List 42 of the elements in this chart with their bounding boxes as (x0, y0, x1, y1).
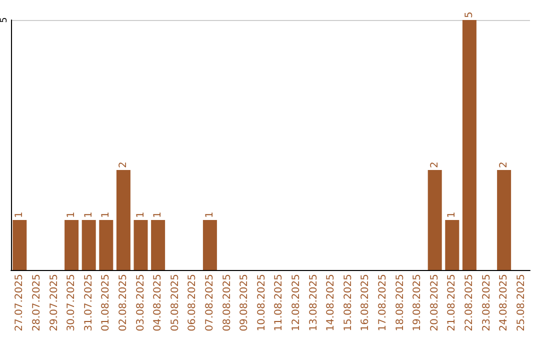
data-label: 2 (498, 162, 510, 168)
x-tick-label: 17.08.2025 (377, 274, 388, 332)
x-tick-label: 28.07.2025 (31, 274, 42, 332)
data-label: 1 (66, 212, 78, 218)
data-label: 1 (14, 212, 26, 218)
x-tick-label: 16.08.2025 (360, 274, 372, 332)
x-tick-label: 20.08.2025 (429, 274, 440, 332)
x-tick-label: 07.08.2025 (204, 274, 216, 332)
x-tick-label: 30.07.2025 (66, 274, 78, 332)
x-tick-label: 03.08.2025 (135, 274, 146, 332)
data-label: 1 (446, 212, 458, 218)
x-tick-label: 19.08.2025 (412, 274, 424, 332)
x-tick-label: 04.08.2025 (152, 274, 164, 332)
x-tick-label: 02.08.2025 (118, 274, 129, 332)
x-tick-label: 21.08.2025 (446, 274, 458, 332)
x-tick-label: 27.07.2025 (14, 274, 26, 332)
x-tick-label: 29.07.2025 (48, 274, 60, 332)
x-tick-label: 11.08.2025 (274, 274, 285, 332)
x-tick-label: 05.08.2025 (170, 274, 181, 332)
x-tick-label: 12.08.2025 (290, 274, 302, 332)
x-tick-label: 08.08.2025 (222, 274, 233, 332)
x-tick-label: 10.08.2025 (256, 274, 268, 332)
x-tick-label: 09.08.2025 (239, 274, 250, 332)
data-label: 1 (204, 212, 216, 218)
x-tick-label: 23.08.2025 (481, 274, 492, 332)
x-tick-label: 31.07.2025 (83, 274, 94, 332)
x-tick-label: 15.08.2025 (342, 274, 354, 332)
x-tick-label: 06.08.2025 (187, 274, 198, 332)
data-label: 1 (83, 212, 94, 218)
data-label: 1 (152, 212, 164, 218)
data-label: 5 (464, 12, 475, 18)
x-tick-label: 18.08.2025 (394, 274, 406, 332)
x-tick-label: 14.08.2025 (326, 274, 337, 332)
x-tick-label: 25.08.2025 (516, 274, 527, 332)
data-label: 1 (135, 212, 146, 218)
data-label: 2 (118, 162, 129, 168)
x-tick-label: 01.08.2025 (100, 274, 112, 332)
data-label: 1 (100, 212, 112, 218)
x-tick-label: 13.08.2025 (308, 274, 320, 332)
data-label: 2 (429, 162, 440, 168)
x-tick-label: 22.08.2025 (464, 274, 475, 332)
x-tick-label: 24.08.2025 (498, 274, 510, 332)
